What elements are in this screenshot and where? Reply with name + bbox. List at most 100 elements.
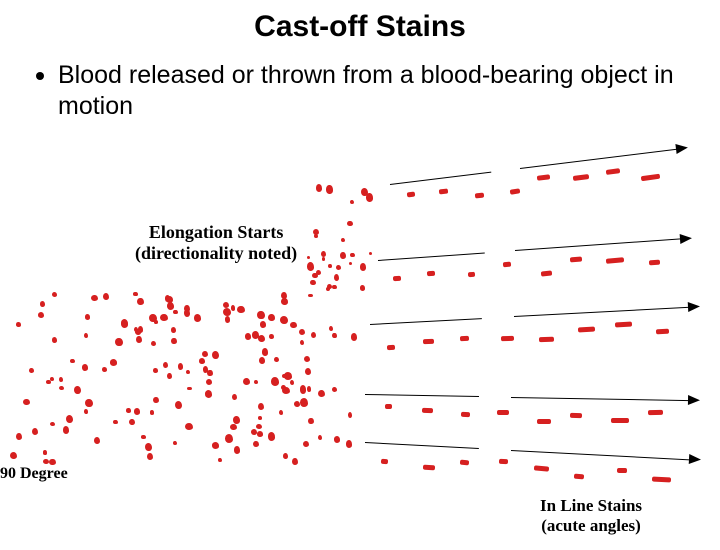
- blood-droplet: [252, 331, 259, 338]
- blood-droplet: [292, 458, 298, 465]
- blood-droplet: [280, 316, 288, 324]
- blood-droplet: [332, 333, 336, 338]
- blood-streak: [641, 173, 660, 181]
- blood-streak: [423, 465, 435, 471]
- blood-droplet: [52, 292, 57, 297]
- blood-droplet: [303, 441, 309, 447]
- blood-droplet: [141, 435, 145, 438]
- blood-droplet: [173, 310, 178, 315]
- blood-droplet: [348, 412, 352, 418]
- blood-streak: [652, 476, 671, 482]
- blood-streak: [606, 168, 621, 175]
- blood-droplet: [308, 418, 313, 424]
- blood-droplet: [318, 435, 322, 440]
- blood-droplet: [70, 359, 75, 364]
- blood-droplet: [85, 314, 91, 320]
- arrow-line: [378, 253, 485, 262]
- blood-droplet: [16, 322, 21, 326]
- blood-droplet: [113, 420, 118, 425]
- blood-droplet: [194, 314, 201, 321]
- blood-droplet: [171, 327, 177, 333]
- blood-streak: [460, 460, 470, 466]
- blood-droplet: [308, 294, 312, 297]
- blood-droplet: [171, 338, 176, 345]
- blood-droplet: [74, 386, 81, 394]
- blood-droplet: [360, 263, 366, 270]
- blood-droplet: [234, 446, 240, 453]
- blood-droplet: [185, 423, 193, 430]
- arrow-head-icon: [688, 454, 701, 465]
- blood-droplet: [260, 321, 266, 328]
- arrow-line: [519, 149, 677, 170]
- blood-streak: [539, 336, 554, 342]
- blood-droplet: [332, 387, 337, 392]
- blood-droplet: [187, 387, 191, 391]
- arrow-head-icon: [675, 142, 688, 153]
- blood-droplet: [350, 253, 354, 257]
- blood-droplet: [82, 364, 88, 371]
- blood-droplet: [147, 453, 153, 460]
- blood-droplet: [32, 428, 38, 435]
- blood-droplet: [316, 184, 323, 192]
- blood-droplet: [233, 416, 239, 424]
- blood-droplet: [290, 380, 294, 386]
- blood-droplet: [134, 408, 141, 414]
- blood-droplet: [282, 374, 287, 379]
- blood-droplet: [329, 326, 333, 331]
- blood-streak: [655, 329, 668, 335]
- blood-streak: [541, 270, 553, 276]
- blood-droplet: [85, 399, 93, 407]
- blood-droplet: [256, 424, 262, 429]
- blood-streak: [537, 175, 551, 182]
- blood-droplet: [300, 398, 308, 407]
- blood-droplet: [237, 306, 244, 313]
- slide-title: Cast-off Stains: [0, 10, 720, 44]
- blood-droplet: [153, 397, 159, 403]
- arrow-line: [370, 318, 482, 325]
- blood-droplet: [312, 273, 318, 279]
- blood-droplet: [212, 351, 219, 359]
- blood-droplet: [206, 379, 212, 385]
- blood-droplet: [300, 340, 304, 346]
- blood-droplet: [110, 359, 117, 365]
- blood-droplet: [43, 459, 49, 464]
- blood-streak: [407, 192, 415, 198]
- blood-droplet: [38, 312, 44, 318]
- blood-streak: [570, 412, 582, 417]
- blood-streak: [648, 410, 663, 415]
- blood-droplet: [340, 252, 346, 259]
- blood-droplet: [262, 348, 269, 356]
- blood-droplet: [327, 284, 332, 289]
- blood-streak: [534, 465, 549, 471]
- blood-droplet: [40, 301, 46, 307]
- blood-droplet: [346, 440, 352, 447]
- blood-droplet: [322, 257, 325, 260]
- blood-droplet: [310, 280, 315, 285]
- blood-droplet: [115, 338, 122, 346]
- blood-droplet: [300, 385, 307, 394]
- blood-droplet: [281, 298, 288, 304]
- blood-streak: [422, 408, 433, 413]
- blood-streak: [385, 404, 392, 409]
- blood-droplet: [126, 408, 131, 412]
- blood-droplet: [350, 200, 355, 205]
- blood-droplet: [299, 329, 305, 335]
- label-inline-line2: (acute angles): [540, 516, 642, 536]
- blood-droplet: [307, 262, 314, 270]
- arrow-head-icon: [680, 233, 693, 244]
- blood-droplet: [153, 368, 158, 372]
- blood-droplet: [59, 377, 63, 382]
- blood-streak: [615, 322, 632, 328]
- blood-droplet: [290, 322, 296, 328]
- blood-droplet: [258, 416, 263, 420]
- blood-droplet: [283, 453, 288, 459]
- blood-droplet: [230, 424, 237, 431]
- arrow-line: [514, 307, 690, 317]
- blood-droplet: [202, 351, 208, 357]
- blood-droplet: [334, 274, 339, 281]
- blood-droplet: [184, 309, 190, 316]
- blood-droplet: [334, 436, 340, 443]
- blood-streak: [503, 261, 511, 267]
- blood-streak: [423, 339, 434, 344]
- label-elongation: Elongation Starts (directionality noted): [135, 222, 297, 263]
